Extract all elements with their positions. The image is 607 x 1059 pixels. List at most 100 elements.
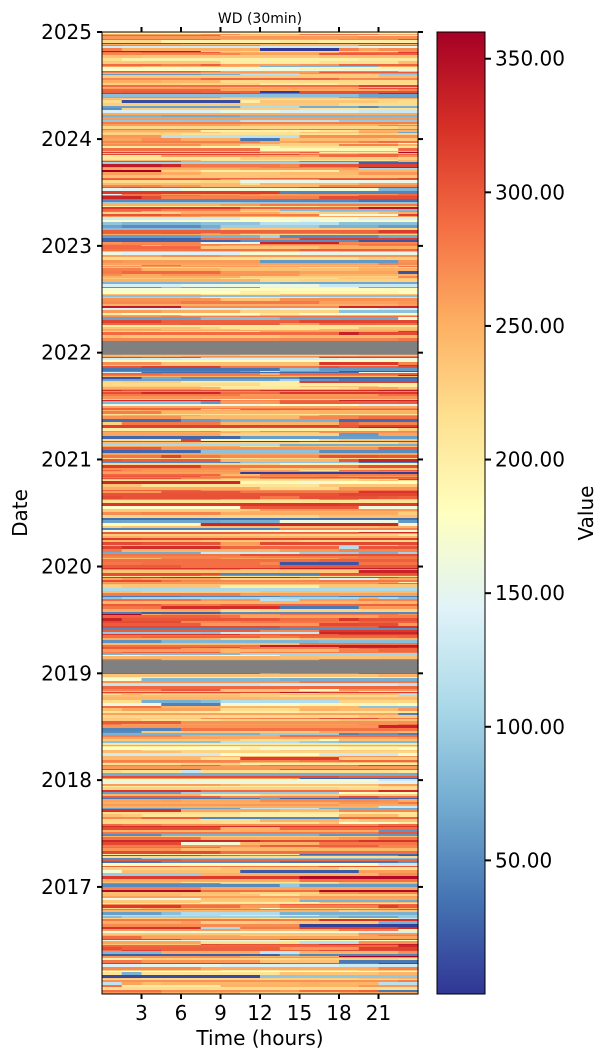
heatmap-cell (358, 931, 419, 934)
heatmap-cell (200, 450, 320, 454)
heatmap-cell (339, 883, 419, 885)
heatmap-cell (240, 593, 340, 597)
heatmap-cell (240, 194, 261, 196)
heatmap-cell (102, 257, 202, 261)
heatmap-cell (102, 144, 202, 147)
heatmap-cell (319, 915, 419, 917)
heatmap-cell (240, 124, 399, 126)
heatmap-cell (339, 757, 380, 761)
heatmap-cell (319, 409, 419, 411)
heatmap-cell (319, 53, 380, 56)
heatmap-cell (102, 400, 222, 402)
heatmap-cell (358, 499, 419, 501)
heatmap-cell (398, 733, 419, 736)
heatmap-cell (220, 89, 281, 92)
heatmap-cell (102, 88, 360, 90)
heatmap-cell (339, 950, 419, 952)
heatmap-cell (319, 640, 419, 644)
heatmap-cell (102, 580, 162, 583)
heatmap-cell (260, 609, 419, 613)
heatmap-cell (299, 879, 419, 883)
heatmap-cell (200, 873, 380, 877)
heatmap-cell (181, 138, 241, 142)
colorbar-tick-label: 350.00 (495, 47, 565, 71)
heatmap-cell (279, 110, 360, 114)
heatmap-cell (102, 695, 241, 698)
heatmap-cell (121, 870, 241, 874)
heatmap-cell (240, 240, 360, 243)
heatmap-cell (378, 799, 399, 803)
y-tick-label: 2023 (41, 234, 92, 258)
heatmap-cell (121, 91, 202, 94)
heatmap-cell (279, 89, 399, 92)
heatmap-cell (319, 580, 419, 583)
heatmap-cell (102, 879, 301, 883)
heatmap-cell (200, 967, 301, 971)
heatmap-cell (279, 463, 419, 466)
heatmap-cell (161, 484, 320, 488)
heatmap-cell (102, 214, 162, 217)
heatmap-cell (200, 458, 261, 460)
heatmap-cell (398, 951, 419, 955)
heatmap-cell (141, 372, 360, 374)
heatmap-cell (102, 947, 123, 951)
heatmap-cell (102, 776, 340, 779)
heatmap-cell (279, 568, 419, 570)
heatmap-cell (102, 545, 261, 547)
heatmap-cell (102, 125, 241, 127)
heatmap-cell (319, 719, 340, 722)
heatmap-cell (200, 770, 281, 774)
heatmap-cell (378, 873, 419, 877)
heatmap-cell (378, 394, 419, 397)
heatmap-cell (181, 809, 281, 813)
heatmap-cell (220, 61, 320, 65)
heatmap-cell (240, 427, 360, 429)
heatmap-cell (141, 614, 162, 616)
heatmap-cell (279, 826, 419, 828)
heatmap-cell (102, 817, 143, 820)
heatmap-cell (102, 718, 202, 720)
heatmap-cell (260, 175, 380, 179)
heatmap-cell (378, 53, 419, 56)
heatmap-cell (102, 373, 162, 376)
heatmap-cell (181, 356, 202, 358)
heatmap-cell (220, 638, 301, 641)
colorbar-tick-label: 200.00 (495, 448, 565, 472)
heatmap-cell (319, 750, 419, 752)
heatmap-cell (121, 187, 143, 189)
heatmap-cell (398, 428, 419, 432)
heatmap-cell (102, 151, 320, 153)
heatmap-cell (102, 554, 241, 557)
heatmap-cell (378, 751, 419, 754)
heatmap-cell (378, 591, 419, 594)
heatmap-cell (102, 67, 182, 71)
heatmap-cell (141, 817, 202, 820)
missing-data-bands (102, 340, 418, 674)
heatmap-cell (378, 830, 419, 833)
heatmap-cell (378, 526, 419, 529)
heatmap-cell (102, 465, 202, 469)
heatmap-cell (319, 152, 399, 154)
heatmap-cell (220, 110, 281, 114)
heatmap-cell (121, 689, 162, 692)
heatmap-cell (339, 964, 419, 968)
heatmap-cell (220, 366, 320, 369)
heatmap-cell (339, 103, 419, 107)
heatmap-cell (102, 209, 162, 212)
heatmap-cell (161, 287, 182, 289)
heatmap-cell (102, 291, 182, 295)
heatmap-cell (102, 468, 241, 471)
heatmap-cell (398, 540, 419, 543)
heatmap-cell (240, 580, 320, 583)
heatmap-cell (102, 799, 162, 803)
heatmap-cell (181, 859, 419, 862)
heatmap-cell (102, 674, 380, 678)
heatmap-cell (260, 894, 301, 897)
heatmap-cell (102, 770, 123, 774)
heatmap-cell (358, 724, 399, 726)
heatmap-cell (102, 152, 261, 154)
heatmap-cell (200, 216, 281, 218)
heatmap-cell (141, 484, 162, 488)
heatmap-cell (279, 565, 419, 569)
heatmap-cell (102, 487, 261, 491)
